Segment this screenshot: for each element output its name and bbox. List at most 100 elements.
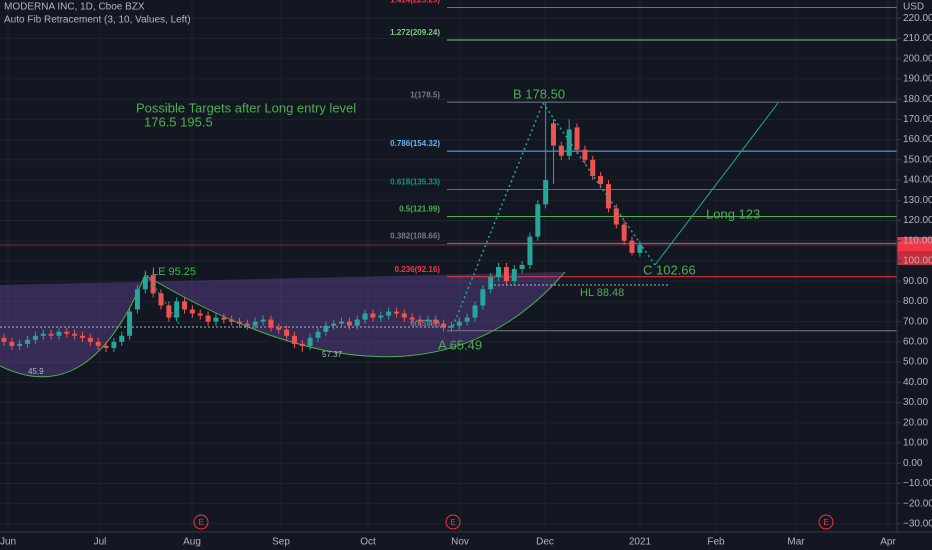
annotation: Long 123 (706, 206, 760, 221)
candle-body (72, 333, 78, 336)
candle-body (229, 319, 235, 322)
x-tick-label: Nov (451, 537, 469, 548)
y-tick-label: 80.00 (903, 296, 928, 307)
candle-body (527, 236, 533, 265)
candles (1, 102, 643, 352)
annotation: 45.9 (28, 367, 44, 376)
y-tick-label: 110.00 (903, 235, 932, 246)
symbol: MODERNA INC, 1D, Cboe BZX (4, 2, 145, 13)
candle-body (291, 335, 297, 344)
candle-body (346, 321, 352, 326)
candle-body (488, 277, 494, 290)
y-tick-label: 40.00 (903, 377, 928, 388)
candle-body (378, 315, 384, 318)
candle-body (472, 305, 478, 318)
y-tick-label: 30.00 (903, 397, 928, 408)
candle-body (221, 317, 227, 320)
fib-label: 0.786(154.32) (390, 139, 440, 148)
candle-body (551, 123, 556, 146)
candle-body (574, 127, 580, 150)
candle-body (213, 317, 219, 322)
x-tick-label: Jul (94, 537, 107, 548)
price-badge (897, 251, 932, 265)
candle-body (111, 341, 117, 348)
x-tick-label: Aug (183, 537, 201, 548)
candle-body (119, 335, 125, 342)
candle-body (339, 321, 345, 324)
y-tick-label: 190.00 (903, 74, 932, 85)
y-tick-label: 0.00 (903, 458, 923, 469)
candle-body (95, 341, 101, 346)
candle-body (197, 313, 203, 316)
annotation: B 178.50 (513, 86, 565, 101)
candle-body (182, 301, 188, 310)
candle-body (386, 311, 392, 316)
candle-body (354, 319, 360, 326)
y-tick-label: 140.00 (903, 175, 932, 186)
candle-body (511, 269, 517, 282)
earnings-marker (193, 514, 209, 530)
candle-body (307, 337, 313, 346)
y-tick-label: 180.00 (903, 94, 932, 105)
candle-body (174, 301, 180, 318)
candle-body (362, 313, 368, 320)
fib-label: 1(178.5) (410, 90, 440, 99)
candle-body (25, 339, 31, 344)
candle-body (629, 240, 635, 253)
candle-body (64, 331, 70, 334)
y-tick-label: 70.00 (903, 316, 928, 327)
candle-body (543, 180, 549, 205)
earnings-label: E (823, 518, 828, 527)
candle-body (621, 224, 627, 241)
candle-body (205, 315, 211, 322)
y-tick-label: 200.00 (903, 53, 932, 64)
candle-body (582, 149, 588, 160)
candle-body (566, 129, 572, 156)
candle-body (17, 343, 23, 346)
y-tick-label: 50.00 (903, 357, 928, 368)
x-tick-label: Dec (536, 537, 554, 548)
fib-levels: 1.414(225.29) 1.272(209.24) 1(178.5) 0.786(… (390, 0, 897, 332)
y-tick-label: 10.00 (903, 438, 928, 449)
fib-label: 0.618(135.33) (390, 178, 440, 187)
candle-body (590, 159, 596, 176)
y-tick-label: 100.00 (903, 256, 932, 267)
candle-body (134, 289, 140, 310)
candle-body (535, 204, 541, 237)
y-tick-label: 20.00 (903, 417, 928, 428)
candle-body (9, 341, 15, 346)
candle-body (103, 345, 109, 348)
annotation: 176.5 195.5 (144, 114, 213, 129)
y-tick-label: 170.00 (903, 114, 932, 125)
y-tick-label: 150.00 (903, 154, 932, 165)
x-tick-label: 2021 (629, 537, 652, 548)
candle-body (598, 175, 604, 185)
x-tick-label: Sep (272, 537, 290, 548)
cup-curve (0, 274, 146, 378)
candle-body (284, 329, 290, 336)
candle-body (456, 321, 462, 326)
y-tick-label: 210.00 (903, 33, 932, 44)
x-tick-label: Feb (707, 537, 725, 548)
candle-body (394, 311, 399, 314)
annotation: HL 88.48 (580, 287, 624, 299)
candle-body (252, 321, 258, 326)
candle-body (189, 309, 195, 314)
earnings-marker (445, 514, 461, 530)
y-tick-label: 60.00 (903, 336, 928, 347)
y-tick-label: 160.00 (903, 134, 932, 145)
candle-body (558, 145, 564, 156)
y-tick-label: −30.00 (903, 519, 932, 530)
candle-body (323, 325, 329, 332)
y-tick-label: 130.00 (903, 195, 932, 206)
candle-body (48, 333, 54, 336)
fib-label: 1.272(209.24) (390, 28, 440, 37)
y-tick-label: 220.00 (903, 13, 932, 24)
fib-label: 0.5(121.99) (399, 205, 440, 214)
annotation: Possible Targets after Long entry level (136, 100, 356, 115)
earnings-label: E (198, 518, 203, 527)
cup-fill (0, 272, 565, 377)
candle-body (331, 323, 337, 326)
candle-body (425, 319, 431, 322)
